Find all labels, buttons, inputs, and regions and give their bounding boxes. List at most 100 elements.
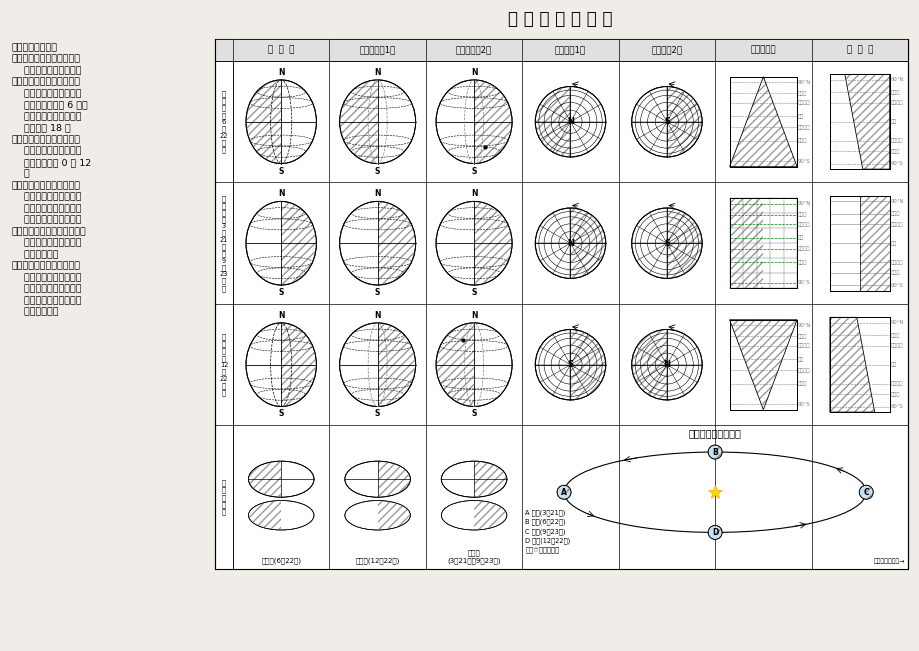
Text: N: N — [278, 311, 284, 320]
Bar — [533, 85, 570, 159]
Bar — [666, 206, 703, 281]
Text: S: S — [664, 117, 669, 126]
Text: 俯视图（1）: 俯视图（1） — [554, 46, 585, 55]
Ellipse shape — [339, 80, 415, 163]
Text: 斜俯视图（2）: 斜俯视图（2） — [456, 46, 492, 55]
Bar — [829, 196, 889, 290]
Text: 一、判断南北极点，找出自: 一、判断南北极点，找出自 — [12, 55, 81, 64]
Bar — [434, 321, 473, 408]
Circle shape — [535, 87, 605, 157]
Ellipse shape — [339, 201, 415, 285]
Text: D 冬至(12月22日): D 冬至(12月22日) — [525, 538, 570, 544]
Text: 只有一个交点，过该点: 只有一个交点，过该点 — [12, 146, 82, 156]
Ellipse shape — [339, 201, 415, 285]
Text: 北回归线: 北回归线 — [798, 222, 810, 227]
Bar — [829, 196, 889, 290]
Text: N: N — [471, 68, 477, 77]
Bar — [729, 320, 796, 409]
Ellipse shape — [345, 461, 410, 497]
Text: 点: 点 — [12, 169, 29, 178]
Text: 南回归线: 南回归线 — [890, 260, 902, 265]
Text: 赤道: 赤道 — [798, 357, 803, 362]
Bar — [246, 447, 281, 512]
Text: 北回归线: 北回归线 — [890, 343, 902, 348]
Text: 交点，过赤道与晨线交: 交点，过赤道与晨线交 — [12, 89, 82, 98]
Text: 北回归线: 北回归线 — [890, 100, 902, 105]
Text: 南极圈: 南极圈 — [890, 392, 899, 396]
Bar — [666, 85, 703, 159]
Text: A: A — [561, 488, 566, 497]
Circle shape — [708, 445, 721, 459]
Text: 90°N: 90°N — [798, 201, 811, 206]
Ellipse shape — [436, 201, 512, 285]
Text: 北回归线: 北回归线 — [890, 221, 902, 227]
Text: 的经线地方时 0 或 12: 的经线地方时 0 或 12 — [12, 158, 91, 167]
Text: 地球公转运动示意图: 地球公转运动示意图 — [688, 428, 741, 438]
Text: S: S — [375, 409, 380, 419]
Text: 点的经线地方时 6 点；: 点的经线地方时 6 点； — [12, 100, 87, 109]
Text: 旋
转
复
合
图: 旋 转 复 合 图 — [221, 480, 226, 515]
Bar — [244, 78, 281, 165]
Text: 日 照 图 变 式 一 览: 日 照 图 变 式 一 览 — [507, 10, 611, 28]
Text: 北回归线: 北回归线 — [798, 100, 810, 105]
Ellipse shape — [345, 501, 410, 530]
Text: 西时区减少。: 西时区减少。 — [12, 307, 59, 316]
Bar — [829, 74, 889, 169]
Bar — [215, 39, 907, 61]
Text: N: N — [374, 68, 380, 77]
Bar — [714, 525, 722, 540]
Bar — [377, 447, 412, 512]
Text: B 夏至(6月22日): B 夏至(6月22日) — [525, 518, 565, 525]
Text: 90°N: 90°N — [890, 320, 903, 326]
Text: S: S — [664, 239, 669, 248]
Bar — [714, 444, 722, 460]
Text: 南回归线: 南回归线 — [798, 246, 810, 251]
Text: 90°S: 90°S — [890, 283, 902, 288]
Text: S: S — [375, 167, 380, 176]
Bar — [473, 447, 508, 512]
Bar — [829, 317, 889, 412]
Text: 近日点公转方向→: 近日点公转方向→ — [872, 559, 904, 564]
Circle shape — [631, 329, 701, 400]
Text: N: N — [471, 311, 477, 320]
Bar — [377, 321, 417, 408]
Text: 转方向，判断晨线昏线: 转方向，判断晨线昏线 — [12, 66, 82, 75]
Bar — [473, 482, 508, 548]
Text: 过昏线与赤道交点的经: 过昏线与赤道交点的经 — [12, 112, 82, 121]
Ellipse shape — [248, 461, 313, 497]
Text: 赤道: 赤道 — [890, 119, 896, 124]
Text: 90°S: 90°S — [798, 281, 810, 285]
Text: 90°N: 90°N — [798, 79, 811, 85]
Circle shape — [631, 208, 701, 279]
Text: 线地方时 18 点: 线地方时 18 点 — [12, 124, 71, 133]
Ellipse shape — [441, 461, 506, 497]
Circle shape — [858, 485, 872, 499]
Circle shape — [556, 485, 571, 499]
Text: 晨昏线图解图关键: 晨昏线图解图关键 — [12, 43, 58, 52]
Text: 90°N: 90°N — [798, 323, 811, 327]
Ellipse shape — [339, 323, 415, 406]
Text: 短，判断季节: 短，判断季节 — [12, 250, 59, 259]
Ellipse shape — [245, 201, 316, 285]
Text: 南回归线: 南回归线 — [798, 368, 810, 372]
Circle shape — [708, 445, 721, 459]
Circle shape — [631, 329, 701, 400]
Ellipse shape — [436, 80, 512, 163]
Text: 北极圈: 北极圈 — [798, 212, 807, 217]
Text: 侧  视  图: 侧 视 图 — [267, 46, 294, 55]
Ellipse shape — [245, 80, 316, 163]
Text: 90°S: 90°S — [798, 402, 810, 407]
Text: C: C — [862, 488, 868, 497]
Text: 二、找交点：晨昏线与赤道: 二、找交点：晨昏线与赤道 — [12, 77, 81, 87]
Ellipse shape — [436, 323, 512, 406]
Bar — [829, 74, 889, 169]
Text: 90°S: 90°S — [798, 159, 810, 164]
Text: 斜俯视图（1）: 斜俯视图（1） — [359, 46, 395, 55]
Text: 注：☆号为近日点: 注：☆号为近日点 — [525, 547, 559, 554]
Text: S: S — [278, 288, 284, 297]
Bar — [629, 327, 666, 402]
Bar — [215, 39, 907, 569]
Text: 北极圈: 北极圈 — [890, 333, 899, 338]
Text: 北极圈: 北极圈 — [890, 90, 899, 94]
Bar — [829, 317, 889, 412]
